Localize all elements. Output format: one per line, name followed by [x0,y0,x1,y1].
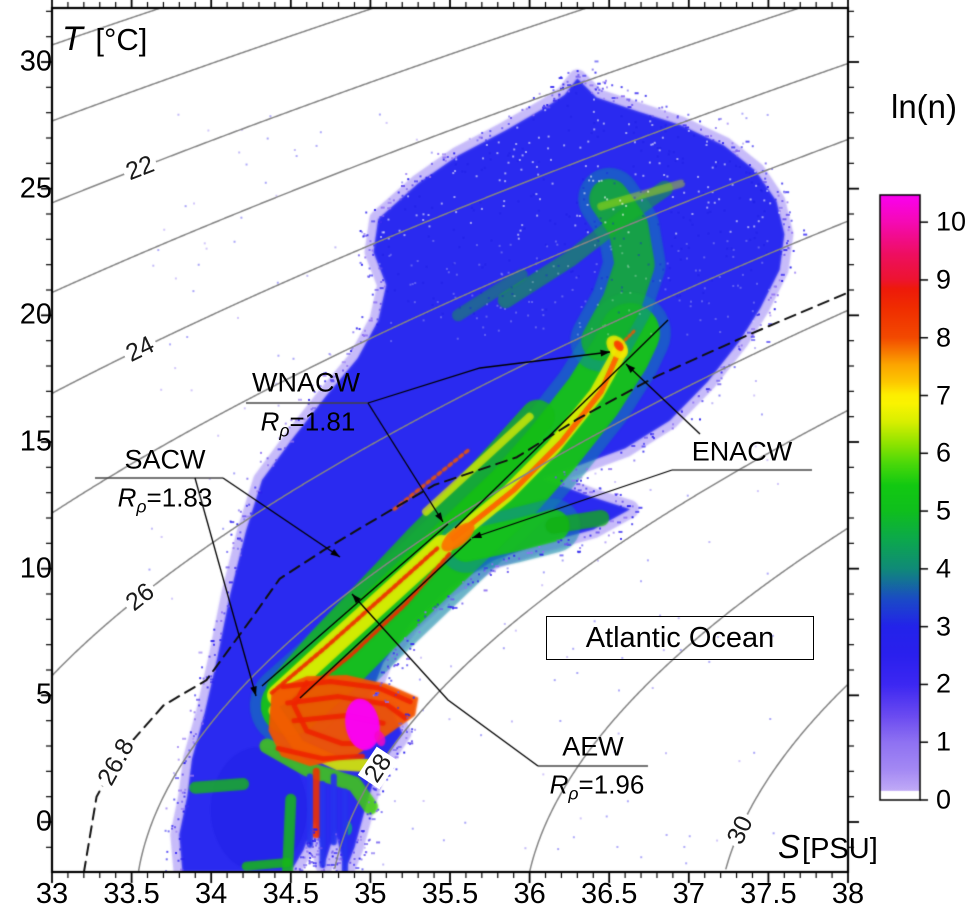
y-axis-tick-label: 10 [19,552,52,585]
y-axis-tick-label: 15 [19,425,52,458]
rho-ratio-label: Rρ=1.96 [549,769,645,804]
y-axis-tick-label: 5 [35,678,52,711]
y-axis-title-symbol: T [62,20,83,58]
colorbar-tick-label: 4 [936,553,952,584]
x-axis-title-units: [PSU] [802,833,878,865]
x-axis-tick-label: 35.5 [421,878,479,910]
y-axis-title: T [°C] [62,20,147,59]
rho-ratio-label: Rρ=1.83 [117,482,213,517]
colorbar-tick-label: 6 [936,437,952,468]
x-axis-tick-label: 35 [354,878,387,910]
x-axis-title: S[PSU] [778,828,878,866]
colorbar-tick-label: 10 [936,206,967,237]
water-mass-label: SACW [124,444,206,475]
x-axis-tick-label: 34 [195,878,228,910]
water-mass-label: ENACW [691,436,793,467]
y-axis-tick-label: 20 [19,298,52,331]
x-axis-tick-label: 36.5 [580,878,638,910]
y-axis-title-units: [°C] [86,22,148,57]
colorbar-tick-label: 5 [936,495,952,526]
x-axis-tick-label: 37 [672,878,705,910]
y-axis-tick-label: 25 [19,172,52,205]
x-axis-tick-label: 34.5 [262,878,320,910]
x-axis-tick-label: 37.5 [740,878,797,910]
colorbar-tick-label: 1 [936,726,952,757]
x-axis-tick-label: 33.5 [103,878,160,910]
colorbar-tick-label: 8 [936,322,952,353]
colorbar-tick-label: 9 [936,264,952,295]
colorbar-title: ln(n) [890,88,958,125]
x-axis-tick-label: 38 [831,878,865,910]
water-mass-label: AEW [562,731,624,762]
x-axis-tick-label: 36 [513,878,546,910]
colorbar-tick-label: 3 [936,611,952,642]
y-axis-tick-label: 30 [19,45,52,78]
region-label: Atlantic Ocean [546,616,814,660]
colorbar-tick-label: 0 [936,784,952,815]
rho-ratio-label: Rρ=1.81 [260,406,356,441]
colorbar-tick-label: 7 [936,380,952,410]
x-axis-title-symbol: S [778,828,801,865]
y-axis-tick-label: 0 [35,805,52,838]
water-mass-label: WNACW [252,367,360,398]
colorbar-tick-label: 2 [936,668,952,699]
x-axis-tick-label: 33 [35,878,69,910]
